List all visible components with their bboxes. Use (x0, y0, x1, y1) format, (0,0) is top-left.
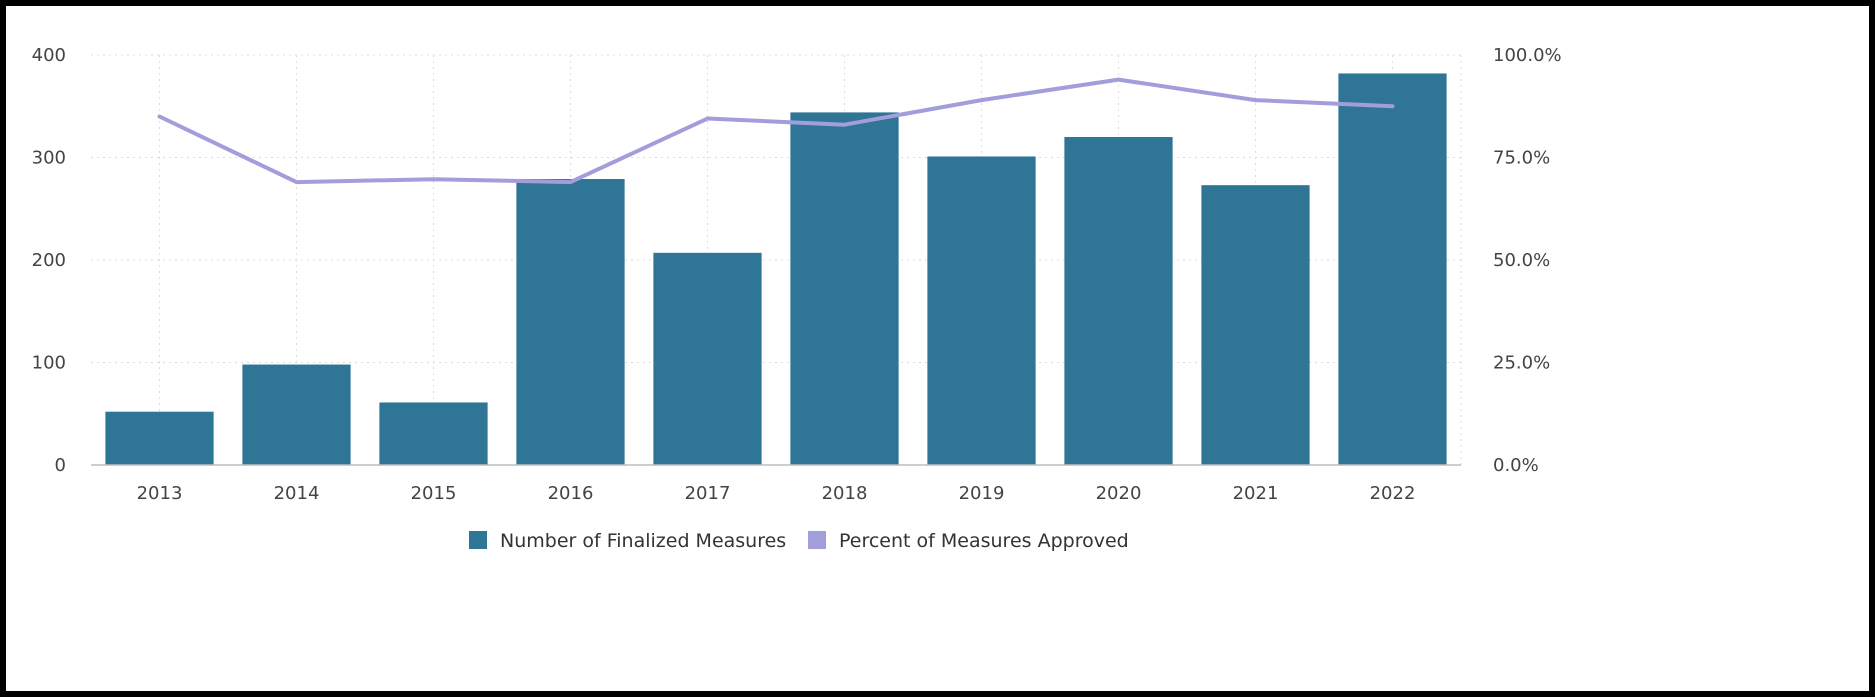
x-tick-label: 2020 (1096, 483, 1142, 504)
legend-label-approved: Percent of Measures Approved (839, 530, 1129, 552)
bar-2015 (379, 402, 488, 465)
percent-approved-line (157, 77, 1395, 185)
x-tick-label: 2018 (822, 483, 868, 504)
x-tick-label: 2016 (548, 483, 594, 504)
left-y-axis: 0 100 200 300 400 (32, 45, 66, 476)
x-tick-label: 2013 (137, 483, 183, 504)
chart-frame: 0 100 200 300 400 0.0% 25.0% 50.0% 75.0% 100.0% … (6, 6, 1869, 691)
x-tick-label: 2022 (1370, 483, 1416, 504)
bar-2021 (1201, 185, 1310, 466)
right-tick-label: 100.0% (1493, 45, 1562, 66)
legend-swatch-finalized (469, 531, 487, 549)
x-tick-label: 2015 (411, 483, 457, 504)
x-axis: 2013 2014 2015 2016 2017 2018 2019 2020 2021 2022 (137, 483, 1416, 504)
percent-line (157, 77, 1395, 185)
bar-2020 (1064, 137, 1173, 465)
bars (105, 73, 1447, 466)
bar-2019 (927, 156, 1036, 465)
legend-swatch-approved (808, 531, 826, 549)
bar-2014 (242, 364, 351, 465)
bar-2017 (653, 252, 762, 465)
left-tick-label: 0 (55, 455, 66, 476)
legend: Number of Finalized Measures Percent of … (469, 530, 1129, 552)
right-tick-label: 75.0% (1493, 148, 1550, 169)
right-y-axis: 0.0% 25.0% 50.0% 75.0% 100.0% (1493, 45, 1562, 476)
left-tick-label: 100 (32, 353, 66, 374)
legend-label-finalized: Number of Finalized Measures (500, 530, 786, 552)
bar-2016 (516, 179, 625, 465)
bar-2022 (1338, 73, 1447, 465)
bar-2013 (105, 411, 214, 465)
bar-2018 (790, 112, 899, 466)
left-tick-label: 300 (32, 148, 66, 169)
right-tick-label: 50.0% (1493, 250, 1550, 271)
x-tick-label: 2017 (685, 483, 731, 504)
x-tick-label: 2019 (959, 483, 1005, 504)
right-tick-label: 0.0% (1493, 455, 1539, 476)
x-tick-label: 2021 (1233, 483, 1279, 504)
x-tick-label: 2014 (274, 483, 320, 504)
left-tick-label: 200 (32, 250, 66, 271)
left-tick-label: 400 (32, 45, 66, 66)
right-tick-label: 25.0% (1493, 353, 1550, 374)
